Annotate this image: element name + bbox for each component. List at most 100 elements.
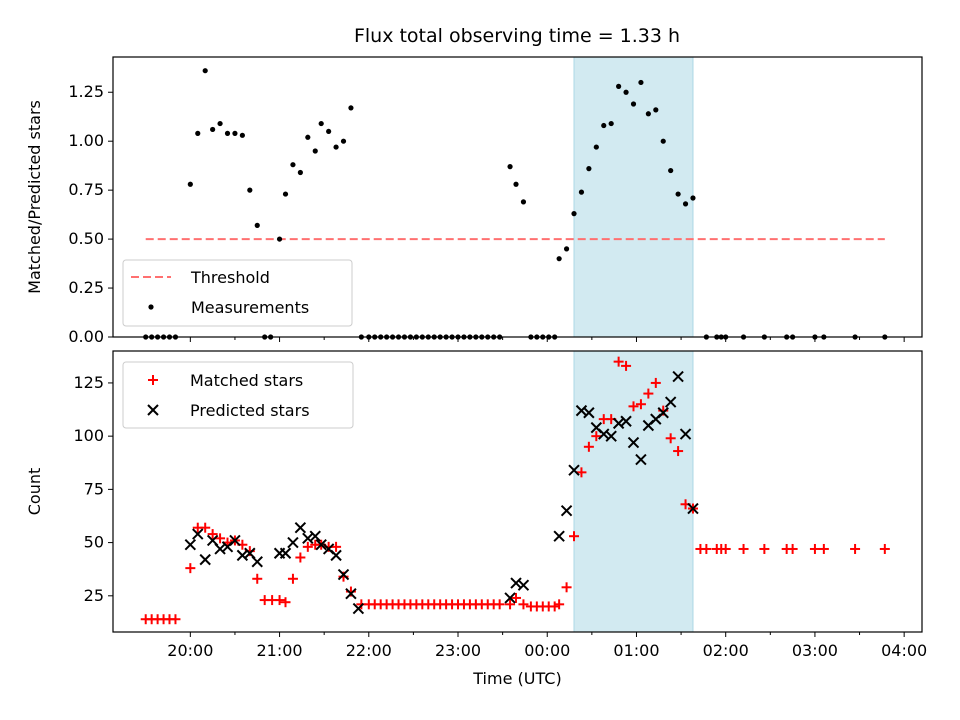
y-tick-label: 100 xyxy=(73,426,104,445)
matched-star-point xyxy=(280,597,291,608)
measurement-point xyxy=(578,189,585,195)
predicted-star-point xyxy=(337,568,350,581)
predicted-x-b xyxy=(192,528,204,540)
measurement-point xyxy=(210,126,216,133)
y-tick-label: 0.50 xyxy=(68,229,104,248)
legend-predicted-label: Predicted stars xyxy=(190,401,310,420)
matched-star-point xyxy=(215,533,226,544)
matched-star-point xyxy=(494,599,505,610)
matched-star-point xyxy=(505,599,516,610)
legend-box xyxy=(122,259,353,327)
measurement-point xyxy=(232,130,238,136)
measurement-point xyxy=(520,199,527,205)
legend: Matched stars Predicted stars xyxy=(122,361,354,429)
predicted-x-b xyxy=(309,530,321,542)
y-tick-label: 1.25 xyxy=(68,82,104,101)
matched-star-point xyxy=(302,541,313,552)
measurement-point xyxy=(224,130,231,136)
axes-frame xyxy=(112,56,923,338)
count-panel: 25 50 75 100 125 20:00 21:00 22:00 23:00 00:00 01:… xyxy=(25,350,927,688)
observing-window-band xyxy=(573,56,694,338)
legend-threshold-label: Threshold xyxy=(190,268,270,287)
matched-star-point xyxy=(561,582,572,593)
predicted-star-point xyxy=(635,453,647,466)
y-axis-label: Matched/Predicted stars xyxy=(25,100,44,294)
matched-star-point xyxy=(850,543,861,554)
measurement-point xyxy=(690,195,696,201)
x-tick-label: 20:00 xyxy=(167,641,213,660)
predicted-x-b xyxy=(229,534,241,547)
predicted-star-point xyxy=(504,592,516,604)
measurement-point xyxy=(586,166,592,172)
matched-star-point xyxy=(818,543,829,554)
predicted-star-point xyxy=(687,502,699,515)
measurement-point xyxy=(254,222,260,228)
predicted-star-point xyxy=(352,602,365,615)
axes-frame xyxy=(112,350,923,633)
predicted-star-point xyxy=(229,534,241,547)
predicted-star-point xyxy=(664,396,677,408)
measurement-point xyxy=(513,181,519,187)
matched-star-point xyxy=(295,552,306,563)
x-tick-label: 04:00 xyxy=(881,641,927,660)
observing-window-band xyxy=(573,350,694,633)
measurement-point xyxy=(601,122,607,129)
matched-star-point xyxy=(665,433,676,444)
legend-measurement-swatch xyxy=(148,304,154,310)
matched-star-point xyxy=(650,377,661,388)
predicted-x-b xyxy=(560,504,573,517)
predicted-star-point xyxy=(287,536,299,549)
predicted-x-b xyxy=(206,534,219,547)
matched-star-point xyxy=(591,431,602,442)
y-tick-label: 25 xyxy=(84,586,104,605)
predicted-x-b xyxy=(251,556,263,568)
predicted-star-point xyxy=(560,504,573,517)
measurement-point xyxy=(247,187,253,193)
predicted-star-point xyxy=(553,530,565,542)
predicted-x-b xyxy=(199,553,211,566)
predicted-x-b xyxy=(687,502,699,515)
matched-star-point xyxy=(170,614,181,625)
matched-star-point xyxy=(613,356,624,367)
matched-star-point xyxy=(185,563,196,574)
predicted-x-b xyxy=(345,587,357,600)
y-tick-label: 125 xyxy=(73,373,104,392)
predicted-star-point xyxy=(199,553,211,566)
matched-star-point xyxy=(331,541,342,552)
predicted-star-point xyxy=(657,407,669,419)
x-tick-label: 01:00 xyxy=(613,641,659,660)
predicted-star-point xyxy=(302,532,314,545)
measurement-point xyxy=(675,191,681,197)
predicted-star-point xyxy=(627,436,640,449)
predicted-x-b xyxy=(244,547,256,559)
predicted-star-point xyxy=(605,430,617,442)
predicted-x-b xyxy=(302,532,314,545)
predicted-x-b xyxy=(664,396,677,408)
x-tick-label: 23:00 xyxy=(435,641,481,660)
measurement-point xyxy=(682,201,689,207)
x-tick-label: 22:00 xyxy=(346,641,392,660)
predicted-star-point xyxy=(517,579,530,591)
y-tick-label: 0.75 xyxy=(68,180,104,199)
predicted-x-b xyxy=(504,592,516,604)
predicted-star-point xyxy=(620,415,632,427)
measurement-point xyxy=(318,120,324,127)
matched-star-point xyxy=(701,543,712,554)
measurement-point xyxy=(638,79,644,86)
measurement-point xyxy=(608,120,614,127)
predicted-star-point xyxy=(184,539,197,551)
measurement-point xyxy=(312,148,318,154)
matched-star-point xyxy=(569,531,580,542)
predicted-star-point xyxy=(294,521,307,534)
predicted-x-b xyxy=(612,417,625,430)
predicted-x-b xyxy=(620,415,632,427)
predicted-star-point xyxy=(315,539,327,551)
measurement-point xyxy=(187,181,193,187)
matched-star-point xyxy=(518,599,529,610)
measurement-point xyxy=(340,138,347,144)
x-tick-label: 00:00 xyxy=(524,641,570,660)
predicted-star-point xyxy=(214,543,226,555)
measurement-point xyxy=(593,144,599,150)
predicted-star-point xyxy=(672,370,684,383)
predicted-x-b xyxy=(184,539,197,551)
